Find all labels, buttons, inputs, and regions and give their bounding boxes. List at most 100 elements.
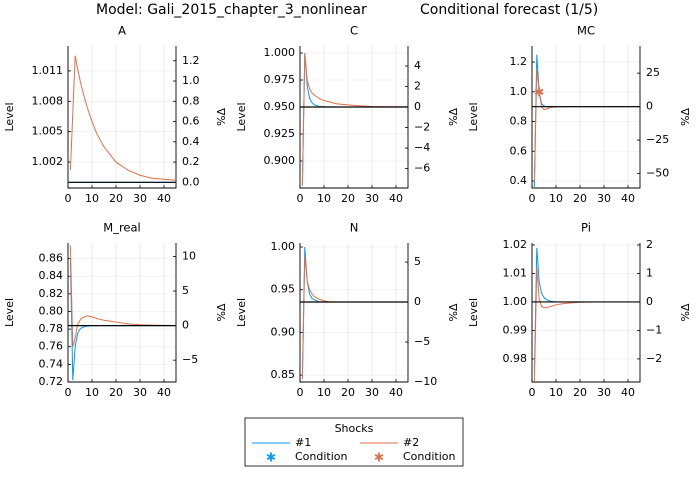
axis-frame — [67, 243, 177, 383]
axis-frame — [531, 46, 641, 189]
series-line — [69, 245, 177, 347]
legend-label: #1 — [295, 436, 311, 449]
x-tick-label: 10 — [85, 386, 99, 399]
y-tick-label: 0.76 — [39, 340, 64, 353]
y-tick-label: 1.011 — [32, 64, 64, 77]
condition-marker — [534, 87, 544, 97]
y2-tick-label: −4 — [414, 141, 430, 154]
y-tick-label: 1.2 — [510, 55, 528, 68]
x-tick-label: 10 — [549, 386, 563, 399]
y-tick-label: 0.6 — [510, 144, 528, 157]
panel-title: N — [350, 221, 359, 235]
x-tick-label: 10 — [549, 192, 563, 205]
panel-title: M_real — [103, 221, 140, 235]
y2-axis-label: %Δ — [215, 108, 228, 126]
y-tick-label: 0.82 — [39, 287, 64, 300]
series-line — [301, 52, 409, 186]
y-axis-label: Level — [467, 298, 480, 327]
figure-subtitle: Conditional forecast (1/5) — [420, 2, 598, 18]
y2-tick-label: 0.2 — [182, 155, 200, 168]
panel-title: C — [350, 24, 358, 38]
y-tick-label: 0.74 — [39, 357, 64, 370]
y-tick-label: 0.900 — [264, 154, 296, 167]
y2-tick-label: 10 — [182, 249, 196, 262]
x-tick-label: 30 — [133, 386, 147, 399]
y2-tick-label: −10 — [414, 375, 437, 388]
y2-tick-label: −2 — [414, 121, 430, 134]
x-tick-label: 20 — [109, 192, 123, 205]
axis-frame — [299, 243, 409, 383]
y-tick-label: 0.72 — [39, 375, 64, 388]
axis-frame — [299, 46, 409, 189]
x-tick-label: 10 — [317, 192, 331, 205]
axis-frame — [531, 243, 641, 383]
y-axis-label: Level — [467, 102, 480, 131]
y-tick-label: 0.78 — [39, 322, 64, 335]
y-axis-label: Level — [235, 102, 248, 131]
y2-tick-label: 0.0 — [182, 175, 200, 188]
x-tick-label: 10 — [317, 386, 331, 399]
y2-tick-label: 0.4 — [182, 135, 200, 148]
y-axis-label: Level — [3, 102, 16, 131]
x-tick-label: 20 — [109, 386, 123, 399]
x-tick-label: 40 — [157, 192, 171, 205]
y2-tick-label: −50 — [646, 167, 669, 180]
legend-marker — [374, 452, 384, 462]
x-tick-label: 30 — [597, 386, 611, 399]
y2-tick-label: −6 — [414, 162, 430, 175]
y2-tick-label: −25 — [646, 133, 669, 146]
y2-tick-label: 0.6 — [182, 115, 200, 128]
series-line — [533, 69, 640, 182]
series-line — [301, 255, 408, 380]
x-tick-label: 0 — [297, 192, 304, 205]
y-tick-label: 1.002 — [32, 155, 64, 168]
x-tick-label: 30 — [365, 386, 379, 399]
y-tick-label: 0.90 — [271, 325, 296, 338]
y2-tick-label: 0 — [646, 100, 653, 113]
x-tick-label: 0 — [297, 386, 304, 399]
series-line — [533, 247, 640, 374]
y-axis-label: Level — [3, 298, 16, 327]
y2-tick-label: 1.2 — [182, 54, 200, 67]
y-tick-label: 0.925 — [264, 127, 296, 140]
y2-tick-label: −2 — [646, 352, 662, 365]
x-tick-label: 40 — [157, 386, 171, 399]
x-tick-label: 0 — [529, 386, 536, 399]
legend-title: Shocks — [335, 422, 374, 435]
y2-tick-label: 0 — [414, 100, 421, 113]
x-tick-label: 0 — [65, 386, 72, 399]
legend-label: Condition — [295, 450, 348, 463]
y-tick-label: 1.00 — [503, 295, 528, 308]
x-tick-label: 20 — [573, 386, 587, 399]
y2-tick-label: 0 — [414, 295, 421, 308]
y2-tick-label: 1.0 — [182, 74, 200, 87]
x-tick-label: 20 — [573, 192, 587, 205]
x-tick-label: 40 — [621, 386, 635, 399]
y-tick-label: 0.80 — [39, 304, 64, 317]
x-tick-label: 20 — [341, 192, 355, 205]
legend-label: Condition — [403, 450, 456, 463]
x-tick-label: 10 — [85, 192, 99, 205]
y-tick-label: 1.0 — [510, 85, 528, 98]
y-tick-label: 0.84 — [39, 269, 64, 282]
x-tick-label: 30 — [133, 192, 147, 205]
y-tick-label: 1.02 — [503, 238, 528, 251]
x-tick-label: 0 — [65, 192, 72, 205]
x-tick-label: 30 — [365, 192, 379, 205]
y2-tick-label: 0 — [182, 319, 189, 332]
series-line — [69, 258, 176, 381]
y2-tick-label: 25 — [646, 66, 660, 79]
panel-title: Pi — [581, 221, 591, 235]
y-axis-label: Level — [235, 298, 248, 327]
y2-axis-label: %Δ — [679, 108, 692, 126]
y2-axis-label: %Δ — [447, 303, 460, 321]
series-line — [301, 52, 408, 185]
legend-box — [244, 417, 464, 467]
x-tick-label: 20 — [341, 386, 355, 399]
y2-tick-label: 5 — [182, 284, 189, 297]
y2-tick-label: −5 — [182, 353, 198, 366]
y-tick-label: 0.98 — [503, 352, 528, 365]
figure-title: Model: Gali_2015_chapter_3_nonlinear — [96, 2, 367, 18]
y2-tick-label: 1 — [646, 266, 653, 279]
